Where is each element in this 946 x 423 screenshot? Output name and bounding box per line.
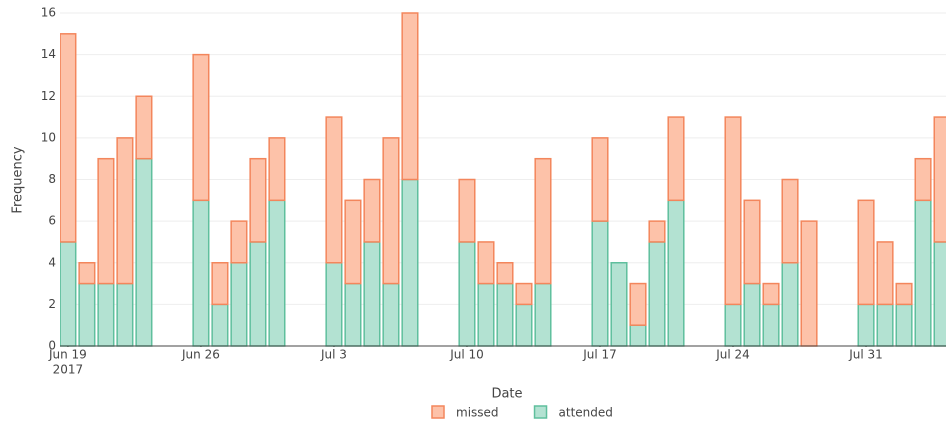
bar-segment: [496, 262, 514, 285]
y-tick-label: 14: [41, 47, 56, 61]
bar-segment: [249, 157, 267, 243]
bar-segment: [857, 199, 875, 306]
bar-segment: [135, 157, 153, 347]
bar-segment: [477, 241, 495, 285]
bar-segment: [895, 303, 913, 347]
bar-segment: [97, 282, 115, 347]
bar-segment: [60, 241, 77, 347]
bar-segment: [268, 199, 286, 347]
legend-label[interactable]: missed: [456, 406, 499, 420]
bars: [60, 12, 946, 347]
bar-segment: [743, 199, 761, 285]
bar-segment: [781, 178, 799, 264]
y-tick-label: 16: [41, 6, 56, 20]
bar-segment: [382, 137, 400, 285]
bar-segment: [477, 282, 495, 347]
bar-segment: [876, 241, 894, 306]
bar-segment: [591, 137, 609, 222]
bar-segment: [876, 303, 894, 347]
bar-segment: [230, 220, 248, 264]
x-tick-label: Jun 26: [181, 348, 220, 362]
x-tick-label: Jul 3: [320, 348, 347, 362]
bar-segment: [192, 199, 210, 347]
x-axis-title: Date: [491, 387, 522, 402]
bar-segment: [724, 116, 742, 306]
bar-segment: [211, 303, 229, 347]
legend-label[interactable]: attended: [559, 406, 613, 420]
bar-segment: [800, 220, 818, 347]
y-tick-label: 0: [48, 339, 56, 353]
bar-segment: [914, 157, 932, 202]
y-tick-label: 10: [41, 130, 56, 144]
bar-segment: [458, 178, 476, 243]
bar-segment: [781, 262, 799, 347]
bar-segment: [534, 282, 552, 347]
bar-segment: [363, 241, 381, 347]
bar-segment: [724, 303, 742, 347]
bar-segment: [496, 282, 514, 347]
legend: missed attended: [431, 405, 613, 420]
bar-segment: [78, 262, 96, 285]
bar-segment: [325, 116, 343, 264]
bar-segment: [97, 157, 115, 285]
bar-segment: [135, 95, 153, 160]
bar-segment: [211, 262, 229, 306]
bar-segment: [268, 137, 286, 202]
bar-segment: [116, 137, 134, 285]
bar-segment: [743, 282, 761, 347]
bar-segment: [401, 178, 419, 347]
y-tick-label: 2: [48, 297, 56, 311]
legend-swatch[interactable]: [533, 405, 548, 419]
bar-segment: [762, 282, 780, 306]
bar-segment: [629, 324, 647, 347]
x-tick-label: Jul 24: [715, 348, 750, 362]
bar-segment: [648, 220, 666, 243]
bar-segment: [933, 241, 946, 347]
y-tick-label: 6: [48, 214, 56, 228]
y-tick-label: 8: [48, 172, 56, 186]
bar-segment: [78, 282, 96, 347]
bar-segment: [762, 303, 780, 347]
x-tick-label: Jul 17: [582, 348, 617, 362]
bar-segment: [648, 241, 666, 347]
y-tick-label: 12: [41, 89, 56, 103]
x-tick-label: Jul 10: [449, 348, 484, 362]
y-axis-title: Frequency: [11, 146, 26, 213]
bar-segment: [116, 282, 134, 347]
bar-segment: [515, 303, 533, 347]
bar-segment: [515, 282, 533, 306]
x-tick-label: Jun 19: [48, 348, 87, 362]
bar-segment: [382, 282, 400, 347]
bar-segment: [933, 116, 946, 243]
bar-segment: [249, 241, 267, 347]
bar-segment: [363, 178, 381, 243]
bar-segment: [344, 282, 362, 347]
x-tick-year: 2017: [53, 363, 84, 377]
bar-segment: [591, 220, 609, 347]
legend-swatch[interactable]: [431, 405, 445, 419]
bar-segment: [534, 157, 552, 285]
bar-segment: [667, 199, 685, 347]
bar-segment: [895, 282, 913, 306]
bar-segment: [629, 282, 647, 326]
y-tick-label: 4: [48, 255, 56, 269]
x-tick-label: Jul 31: [848, 348, 883, 362]
bar-segment: [667, 116, 685, 202]
bar-segment: [610, 262, 628, 347]
bar-segment: [230, 262, 248, 347]
bar-segment: [344, 199, 362, 285]
bar-segment: [914, 199, 932, 347]
bar-segment: [60, 33, 77, 243]
bar-segment: [325, 262, 343, 347]
bar-segment: [192, 53, 210, 202]
bar-segment: [857, 303, 875, 347]
bar-segment: [401, 12, 419, 181]
bar-segment: [458, 241, 476, 347]
